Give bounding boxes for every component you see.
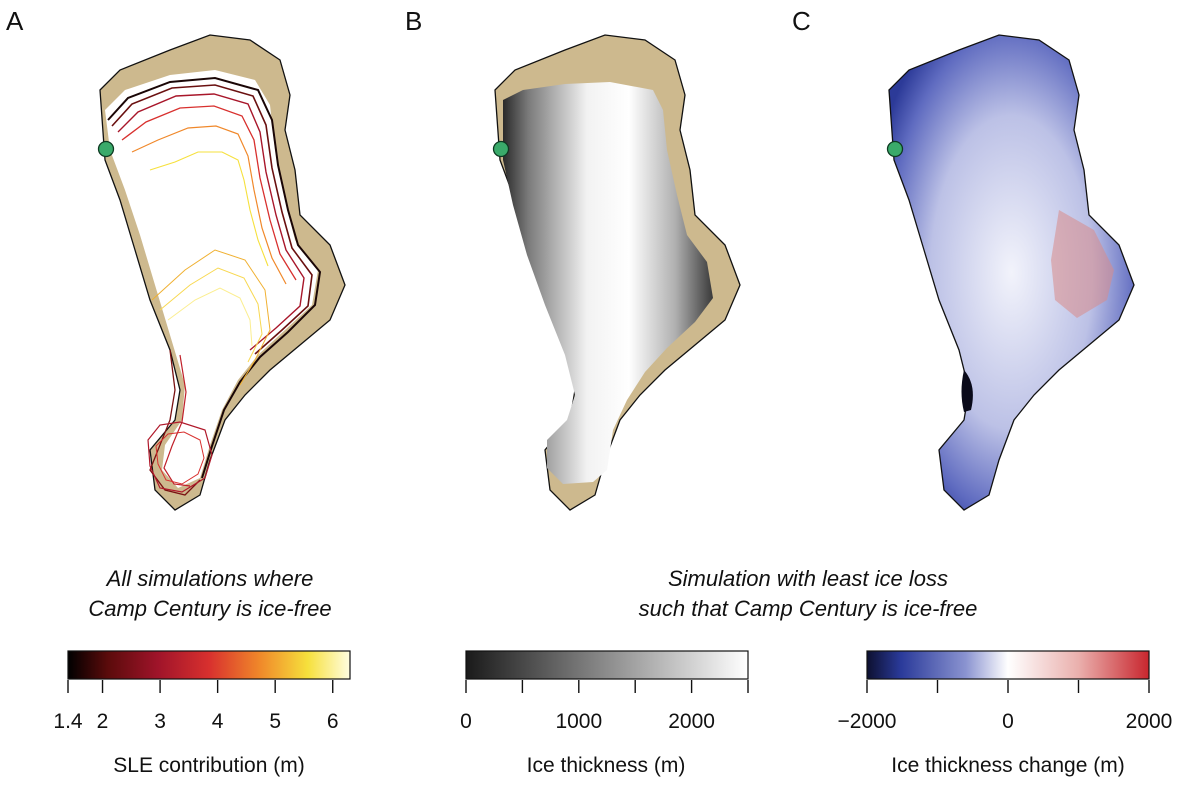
panel-b: B bbox=[405, 6, 740, 510]
colorbar-sle-title: SLE contribution (m) bbox=[113, 754, 304, 777]
camp-century-marker-c bbox=[888, 142, 903, 157]
colorbar-thickness-title: Ice thickness (m) bbox=[527, 754, 686, 777]
colorbar-thickness: 0 1000 2000 Ice thickness (m) bbox=[460, 651, 748, 777]
colorbar-thickness-ticks: 0 1000 2000 bbox=[460, 680, 748, 733]
panel-letter-b: B bbox=[405, 6, 422, 36]
colorbar-tick-label: 4 bbox=[212, 710, 224, 733]
colorbar-tick-label: 0 bbox=[1002, 710, 1014, 733]
panel-a: A bbox=[6, 6, 345, 510]
greenland-map-b bbox=[494, 35, 741, 510]
colorbar-tick-label: −2000 bbox=[838, 710, 897, 733]
panel-letter-c: C bbox=[792, 6, 811, 36]
caption-left-line-1: All simulations where bbox=[105, 566, 314, 591]
greenland-map-c bbox=[888, 35, 1135, 510]
colorbar-sle: 1.4 2 3 4 5 6 SLE contribution (m) bbox=[53, 651, 350, 777]
colorbar-tick-label: 1000 bbox=[555, 710, 602, 733]
colorbar-thickness-gradient bbox=[466, 651, 748, 679]
colorbar-sle-gradient bbox=[68, 651, 350, 679]
colorbar-sle-ticks: 1.4 2 3 4 5 6 bbox=[53, 680, 338, 733]
camp-century-marker-b bbox=[494, 142, 509, 157]
panel-letter-a: A bbox=[6, 6, 24, 36]
colorbar-change-gradient bbox=[867, 651, 1149, 679]
colorbar-tick-label: 6 bbox=[327, 710, 339, 733]
colorbar-tick-label: 2000 bbox=[668, 710, 715, 733]
caption-left-line-2: Camp Century is ice-free bbox=[88, 596, 331, 621]
panel-c: C bbox=[792, 6, 1134, 510]
colorbar-change-title: Ice thickness change (m) bbox=[891, 754, 1124, 777]
caption-right-line-2: such that Camp Century is ice-free bbox=[639, 596, 978, 621]
colorbar-tick-label: 2 bbox=[97, 710, 109, 733]
caption-right: Simulation with least ice loss such that… bbox=[639, 566, 978, 621]
colorbar-tick-label: 2000 bbox=[1126, 710, 1173, 733]
colorbar-tick-label: 5 bbox=[269, 710, 281, 733]
caption-right-line-1: Simulation with least ice loss bbox=[668, 566, 948, 591]
caption-left: All simulations where Camp Century is ic… bbox=[88, 566, 331, 621]
camp-century-marker-a bbox=[99, 142, 114, 157]
greenland-map-a bbox=[99, 35, 346, 510]
colorbar-tick-label: 1.4 bbox=[53, 710, 83, 733]
colorbar-tick-label: 3 bbox=[154, 710, 166, 733]
colorbar-change: −2000 0 2000 Ice thickness change (m) bbox=[838, 651, 1173, 777]
colorbar-change-ticks: −2000 0 2000 bbox=[838, 680, 1173, 733]
colorbar-tick-label: 0 bbox=[460, 710, 472, 733]
